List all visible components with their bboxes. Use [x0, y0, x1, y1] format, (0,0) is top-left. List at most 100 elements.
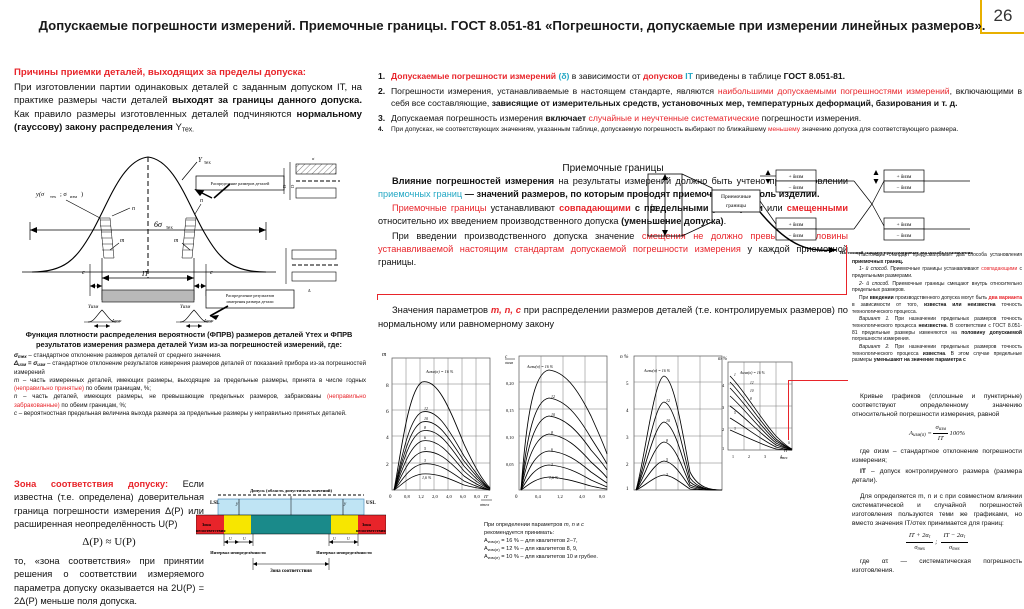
- svg-text:8,0: 8,0: [599, 494, 605, 500]
- svg-text:10: 10: [666, 418, 670, 423]
- svg-text:Yизм: Yизм: [88, 305, 99, 310]
- svg-text:2: 2: [386, 462, 389, 468]
- chart-c-over-sigma: c σизм 0,20 0,15 0,10 0,05 0 0,4 1,2 4,0…: [505, 348, 615, 520]
- svg-text:Зона соответствия: Зона соответствия: [270, 569, 312, 574]
- svg-text:δ: δ: [788, 441, 790, 445]
- figure-acceptance-boundaries: IT Приемочные границы δизм/2 c + δизм − …: [640, 168, 1024, 260]
- svg-text:6,0: 6,0: [460, 494, 466, 500]
- svg-text:4: 4: [780, 454, 782, 459]
- gauss-label-n-left: n: [132, 206, 135, 212]
- svg-text:12: 12: [666, 398, 670, 403]
- svg-text:y(σ: y(σ: [35, 191, 45, 198]
- svg-text:12: 12: [750, 381, 754, 385]
- svg-text:несоответствия: несоответствия: [196, 528, 226, 533]
- red-divider-1: [377, 294, 847, 295]
- svg-text:y: y: [343, 502, 347, 507]
- svg-text:6: 6: [424, 435, 426, 440]
- pg-paragraph-2: Приемочные границы устанавливают совпада…: [378, 203, 848, 227]
- svg-text:10: 10: [551, 412, 555, 417]
- svg-text:− δизм: − δизм: [897, 233, 912, 239]
- list-item: 3. Допускаемая погрешность измерения вкл…: [378, 112, 862, 123]
- svg-text:0,8: 0,8: [404, 494, 410, 500]
- svg-text:− δизм: − δизм: [897, 185, 912, 191]
- note-mid-2: Aизм(σ) = 12 % – для квалитетов 8, 9,: [484, 546, 578, 553]
- zone-text-2: то, «зона соответствия» при принятии реш…: [14, 555, 204, 607]
- note3-p1: Для определяется m, n и c при совместном…: [852, 493, 1022, 528]
- svg-text:Aизм(σ) = 16 %: Aизм(σ) = 16 %: [643, 368, 671, 373]
- red-divider-corner: [377, 294, 378, 300]
- svg-text:изм: изм: [70, 194, 77, 199]
- svg-text:D: D: [290, 184, 295, 188]
- svg-text:измерения размера детали: измерения размера детали: [227, 299, 275, 304]
- zone-text-1: Если известна (т.е. определена) доверите…: [14, 479, 204, 530]
- svg-text:σтех: σтех: [780, 456, 788, 460]
- note-mid-0: При определении параметров m, n и с реко…: [484, 522, 584, 537]
- svg-text:2: 2: [748, 454, 750, 459]
- svg-text:10: 10: [750, 389, 754, 393]
- page-number: 26: [980, 0, 1024, 34]
- svg-text:m %: m %: [718, 357, 727, 362]
- svg-text:+ δизм: + δизм: [789, 222, 804, 228]
- legend-item: n – часть деталей, имеющих размеры, не п…: [14, 393, 366, 409]
- figure-gauss-distribution: Y тех y(σ тех ; σ изм ) n n m m: [14, 150, 366, 330]
- it-label: IT: [650, 204, 659, 213]
- svg-text:1: 1: [734, 373, 736, 377]
- svg-text:− δизм: − δизм: [789, 185, 804, 191]
- svg-text:6: 6: [551, 447, 553, 452]
- svg-text:Интервал неопределённости: Интервал неопределённости: [316, 550, 372, 555]
- svg-text:0,05: 0,05: [506, 462, 514, 468]
- note2-p1: Кривые графиков (сплошные и пунктирные) …: [852, 393, 1022, 419]
- param-values-text: Значения параметров m, n, c при распреде…: [378, 304, 849, 329]
- svg-text:σ: σ: [312, 156, 315, 161]
- svg-text:Δизм: Δизм: [111, 318, 122, 323]
- svg-text:2: 2: [626, 463, 629, 468]
- svg-text:): ): [81, 191, 83, 198]
- svg-text:5: 5: [424, 446, 426, 451]
- svg-text:U: U: [229, 537, 232, 541]
- legend-item: c – вероятностная предельная величина вы…: [14, 409, 347, 417]
- left-intro-block: Причины приемки деталей, выходящих за пр…: [14, 66, 362, 136]
- svg-text:σтех: σтех: [480, 502, 489, 507]
- svg-text:5: 5: [734, 411, 736, 415]
- zone-formula: Δ(P) ≈ U(P): [82, 535, 136, 548]
- zone-conformity-block: Зона соответствия допуску: Если известна…: [14, 478, 204, 609]
- svg-text:σизм: σизм: [505, 360, 513, 365]
- left-body: При изготовлении партии одинаковых детал…: [14, 81, 362, 135]
- zone-heading: Зона соответствия допуску:: [14, 479, 169, 489]
- svg-text:Aизм(σ) = 16 %: Aизм(σ) = 16 %: [526, 364, 554, 369]
- note-curves-explanation: Кривые графиков (сплошные и пунктирные) …: [852, 392, 1022, 488]
- gauss-label-IT: IT: [141, 270, 149, 278]
- svg-text:4: 4: [626, 409, 629, 414]
- svg-text:2,0: 2,0: [432, 494, 438, 500]
- list-item: 4. При допусках, не соответствующих знач…: [378, 126, 959, 134]
- svg-text:границы: границы: [726, 203, 746, 209]
- svg-text:U: U: [333, 537, 336, 541]
- note-combined-influence: Для определяется m, n и c при совместном…: [852, 492, 1022, 577]
- numbered-list: 1. Допускаемые погрешности измерений (δ)…: [378, 70, 1022, 138]
- svg-text:1,2: 1,2: [418, 494, 424, 500]
- svg-text:IT: IT: [483, 494, 489, 499]
- svg-text:5: 5: [626, 382, 629, 387]
- svg-text:1: 1: [732, 454, 734, 459]
- svg-text:8: 8: [386, 383, 389, 389]
- svg-text:10: 10: [424, 416, 428, 421]
- list-item: 2. Погрешности измерения, устанавливаемы…: [378, 85, 1023, 108]
- acceptance-boundaries-body: Влияние погрешностей измерения на резуль…: [378, 175, 848, 270]
- svg-text:0,10: 0,10: [506, 435, 514, 441]
- legend-item: σтех – стандартное отклонение размеров д…: [14, 352, 222, 360]
- svg-text:тех: тех: [204, 161, 211, 166]
- svg-text:c: c: [82, 270, 85, 276]
- note2-p3: IT – допуск контролируемого размера (раз…: [852, 468, 1022, 485]
- red-divider-2: [846, 245, 847, 295]
- svg-text:c: c: [505, 355, 508, 360]
- svg-text:8: 8: [666, 438, 668, 443]
- svg-text:12: 12: [424, 406, 428, 411]
- svg-text:; σ: ; σ: [60, 191, 67, 198]
- svg-text:Aизм(σ) = 16 %: Aизм(σ) = 16 %: [739, 371, 765, 375]
- svg-text:Зона: Зона: [362, 522, 372, 527]
- svg-text:D: D: [282, 184, 287, 188]
- svg-text:6: 6: [386, 409, 389, 415]
- svg-text:тех: тех: [166, 226, 173, 231]
- svg-text:3: 3: [551, 462, 553, 467]
- svg-text:Интервал неопределённости: Интервал неопределённости: [210, 550, 266, 555]
